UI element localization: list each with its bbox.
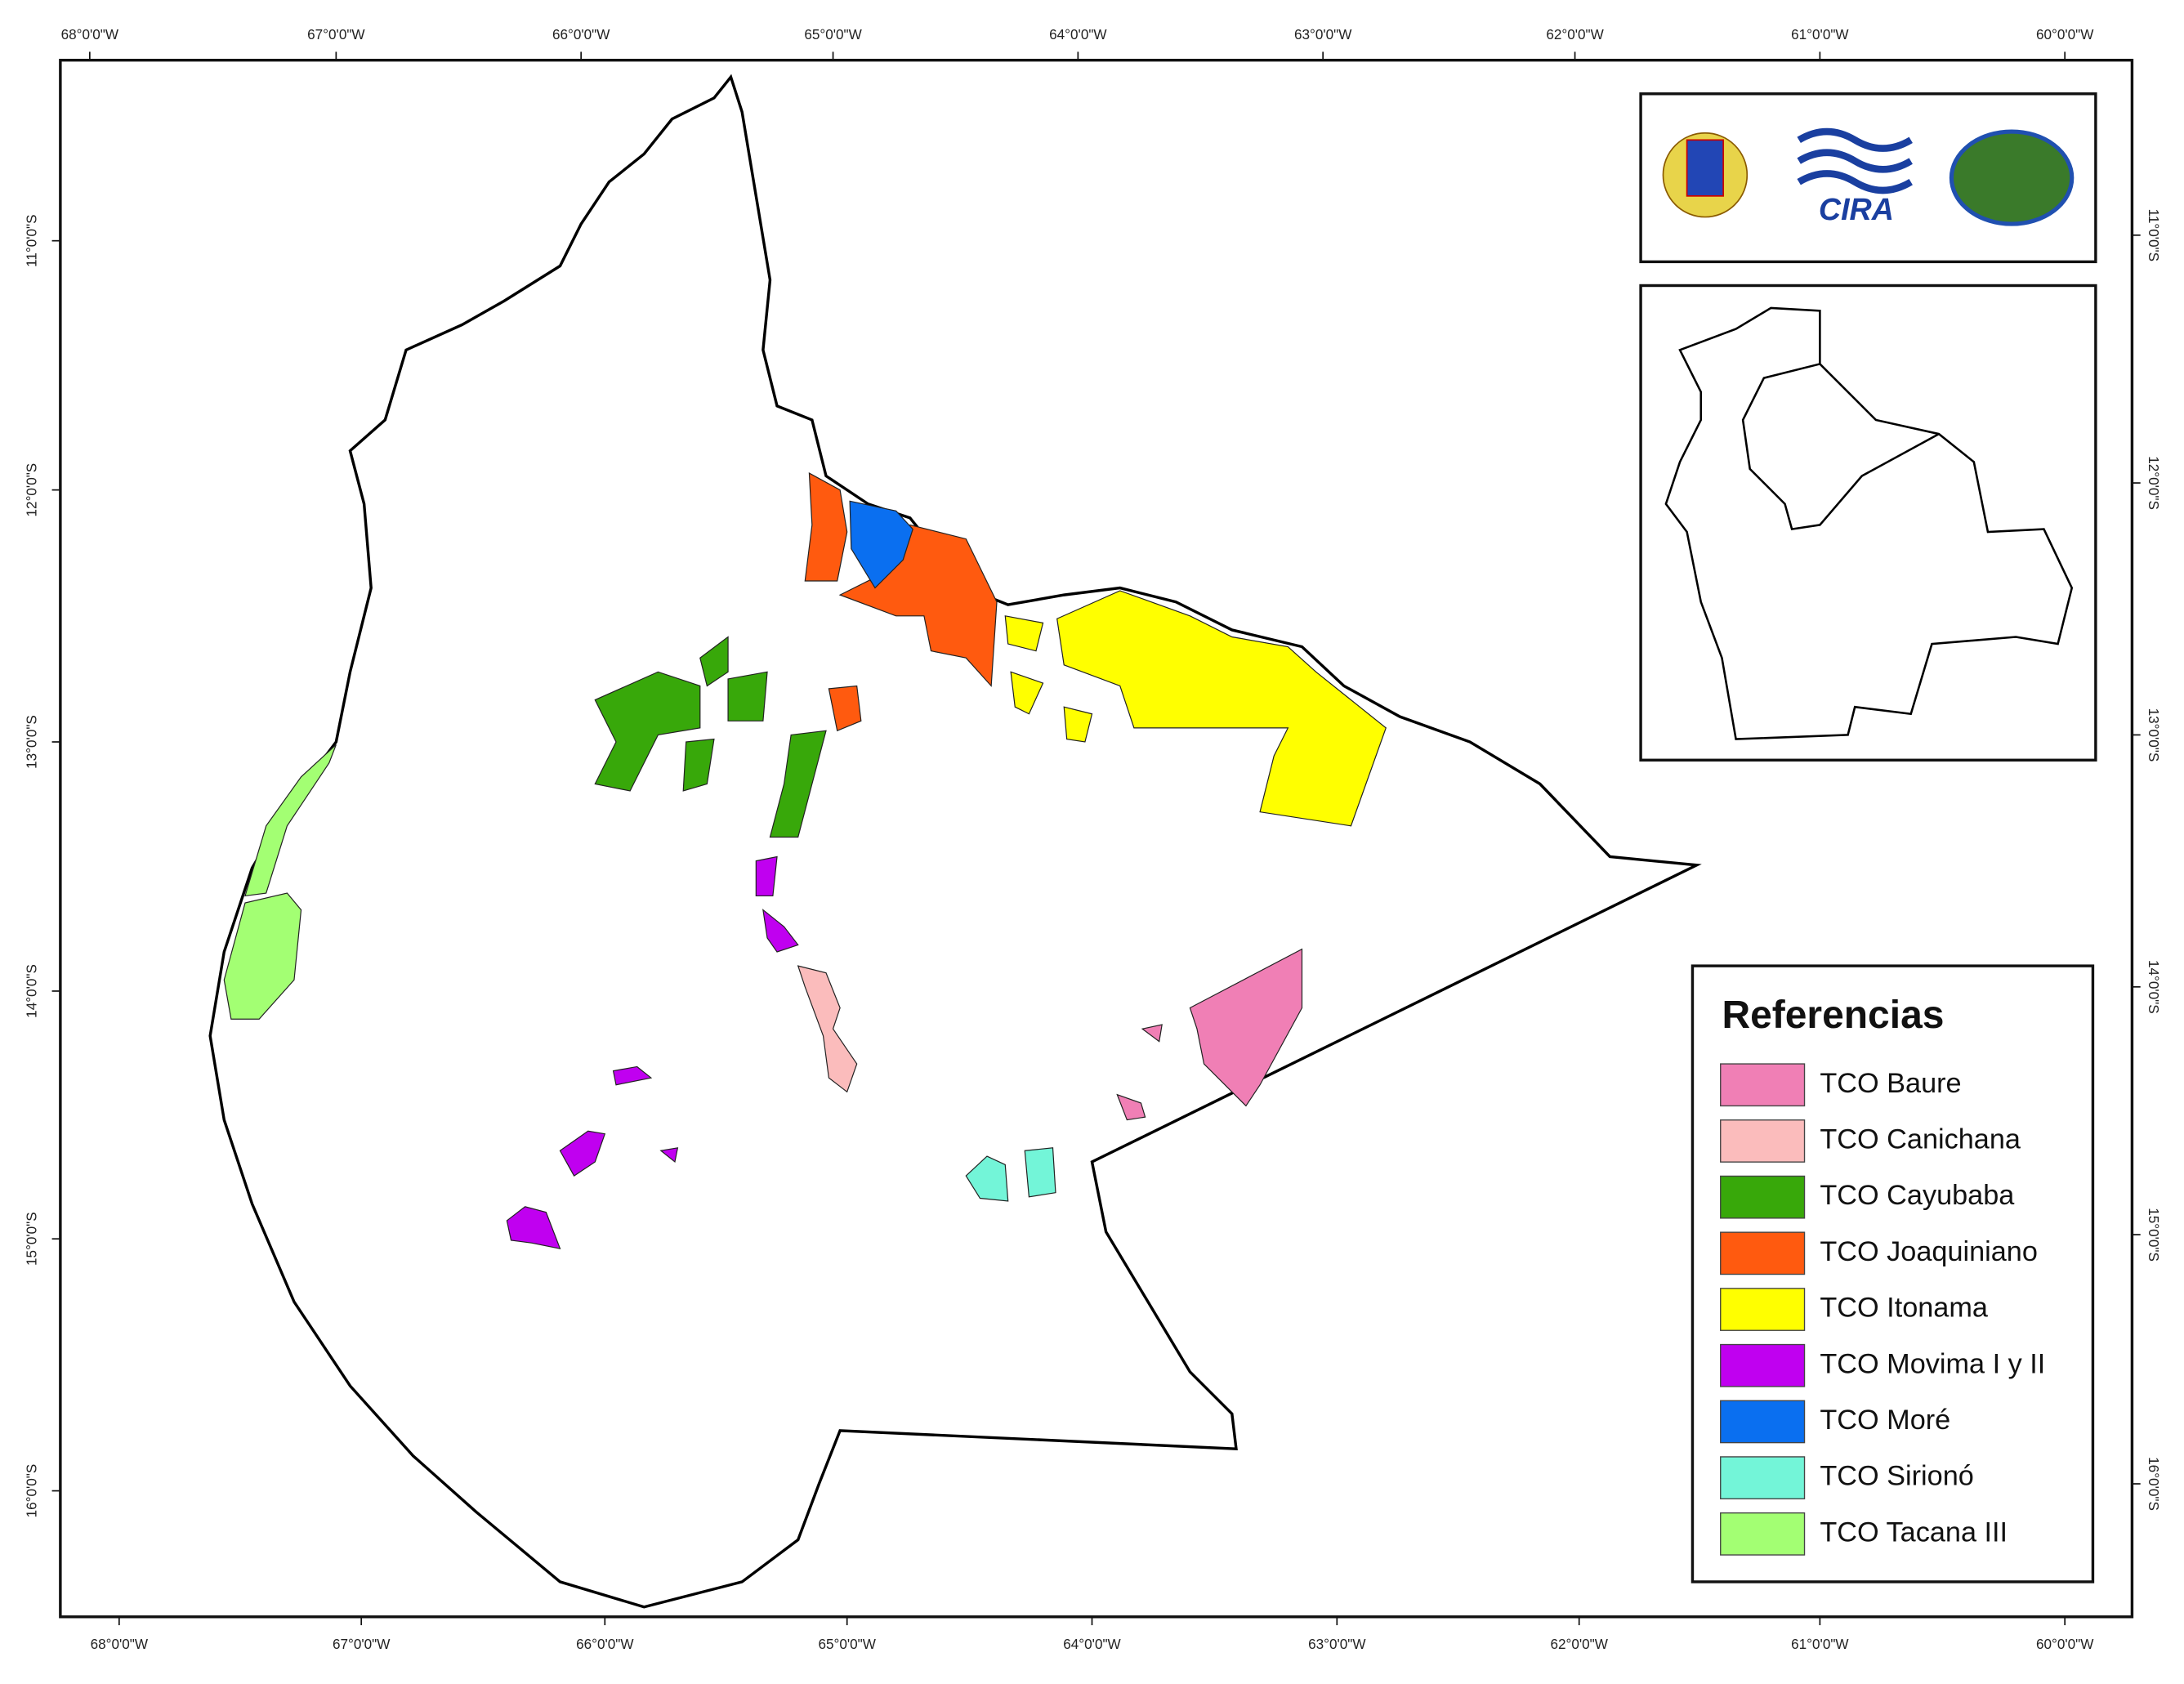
right-coordinate-label: 16°0'0"S	[2146, 1457, 2162, 1511]
left-coordinate-label: 16°0'0"S	[24, 1464, 40, 1518]
bottom-coordinate-label: 67°0'0"W	[333, 1636, 391, 1652]
region	[223, 892, 302, 1020]
legend-swatch	[1720, 1343, 1806, 1387]
legend-title: Referencias	[1722, 994, 1944, 1037]
legend-label: TCO Joaquiniano	[1820, 1236, 2038, 1267]
top-coordinate-label: 68°0'0"W	[61, 26, 119, 42]
left-coordinate-label: 11°0'0"S	[24, 214, 40, 266]
bottom-coordinate-label: 64°0'0"W	[1063, 1636, 1121, 1652]
logo-text: CIRA	[1819, 192, 1894, 226]
bottom-coordinate-label: 65°0'0"W	[818, 1636, 876, 1652]
legend-label: TCO Movima I y II	[1820, 1348, 2045, 1379]
legend-label: TCO Baure	[1820, 1068, 1961, 1099]
region	[1024, 1147, 1056, 1198]
right-coordinate-label: 13°0'0"S	[2146, 708, 2162, 762]
right-coordinate-label: 15°0'0"S	[2146, 1208, 2162, 1262]
legend-label: TCO Tacana III	[1820, 1516, 2008, 1548]
left-coordinate-label: 12°0'0"S	[24, 463, 40, 517]
region	[804, 472, 848, 582]
bottom-coordinate-label: 66°0'0"W	[576, 1636, 634, 1652]
bottom-coordinate-label: 62°0'0"W	[1550, 1636, 1608, 1652]
top-coordinate-label: 60°0'0"W	[2036, 26, 2094, 42]
legend-swatch	[1720, 1119, 1806, 1163]
legend-label: TCO Moré	[1820, 1405, 1950, 1436]
region	[727, 671, 768, 721]
region	[1063, 706, 1093, 743]
logo-cpib	[1949, 129, 2075, 226]
left-coordinate-label: 15°0'0"S	[24, 1212, 40, 1266]
inset-country-outline	[1664, 306, 2074, 740]
legend-label: TCO Canichana	[1820, 1123, 2021, 1155]
region	[797, 965, 858, 1093]
region	[1141, 1024, 1163, 1043]
region	[769, 730, 827, 838]
right-coordinate-label: 12°0'0"S	[2146, 456, 2162, 510]
region	[612, 1065, 653, 1086]
region	[244, 744, 337, 897]
region	[838, 524, 998, 687]
top-coordinate-label: 61°0'0"W	[1791, 26, 1849, 42]
logo-university	[1662, 132, 1749, 218]
legend-label: TCO Itonama	[1820, 1293, 1989, 1324]
right-coordinate-label: 11°0'0"S	[2146, 209, 2162, 261]
top-coordinate-label: 63°0'0"W	[1294, 26, 1352, 42]
region	[849, 500, 913, 589]
legend-swatch	[1720, 1400, 1806, 1444]
left-coordinate-label: 14°0'0"S	[24, 964, 40, 1018]
inset-box	[1639, 284, 2097, 762]
region	[828, 685, 862, 732]
top-coordinate-label: 62°0'0"W	[1546, 26, 1604, 42]
bottom-coordinate-label: 60°0'0"W	[2036, 1636, 2094, 1652]
region	[594, 671, 701, 792]
bottom-coordinate-label: 61°0'0"W	[1791, 1636, 1849, 1652]
region	[506, 1206, 561, 1249]
region	[762, 909, 799, 953]
region	[965, 1155, 1009, 1202]
bottom-coordinate-label: 63°0'0"W	[1308, 1636, 1366, 1652]
logo-cira	[1797, 127, 1913, 194]
region	[1189, 948, 1303, 1107]
legend-swatch	[1720, 1063, 1806, 1107]
region	[755, 855, 778, 897]
map-frame	[59, 58, 2134, 1619]
region	[1116, 1093, 1146, 1121]
legend-swatch	[1720, 1456, 1806, 1500]
region	[1056, 590, 1387, 827]
legend-label: TCO Sirionó	[1820, 1461, 1973, 1492]
top-coordinate-label: 67°0'0"W	[307, 26, 365, 42]
legend-label: TCO Cayubaba	[1820, 1180, 2015, 1211]
left-coordinate-label: 13°0'0"S	[24, 715, 40, 769]
region	[682, 738, 715, 792]
legend-swatch	[1720, 1288, 1806, 1331]
top-coordinate-label: 64°0'0"W	[1049, 26, 1107, 42]
inset-department-outline	[1741, 363, 1940, 531]
region	[1010, 671, 1044, 715]
legend-swatch	[1720, 1231, 1806, 1275]
bottom-coordinate-label: 68°0'0"W	[91, 1636, 149, 1652]
right-coordinate-label: 14°0'0"S	[2146, 960, 2162, 1014]
region	[699, 636, 729, 687]
legend-swatch	[1720, 1175, 1806, 1219]
top-coordinate-label: 65°0'0"W	[804, 26, 862, 42]
region	[659, 1147, 679, 1164]
top-coordinate-label: 66°0'0"W	[552, 26, 610, 42]
region	[1004, 615, 1044, 652]
region	[559, 1130, 606, 1177]
legend-swatch	[1720, 1512, 1806, 1556]
